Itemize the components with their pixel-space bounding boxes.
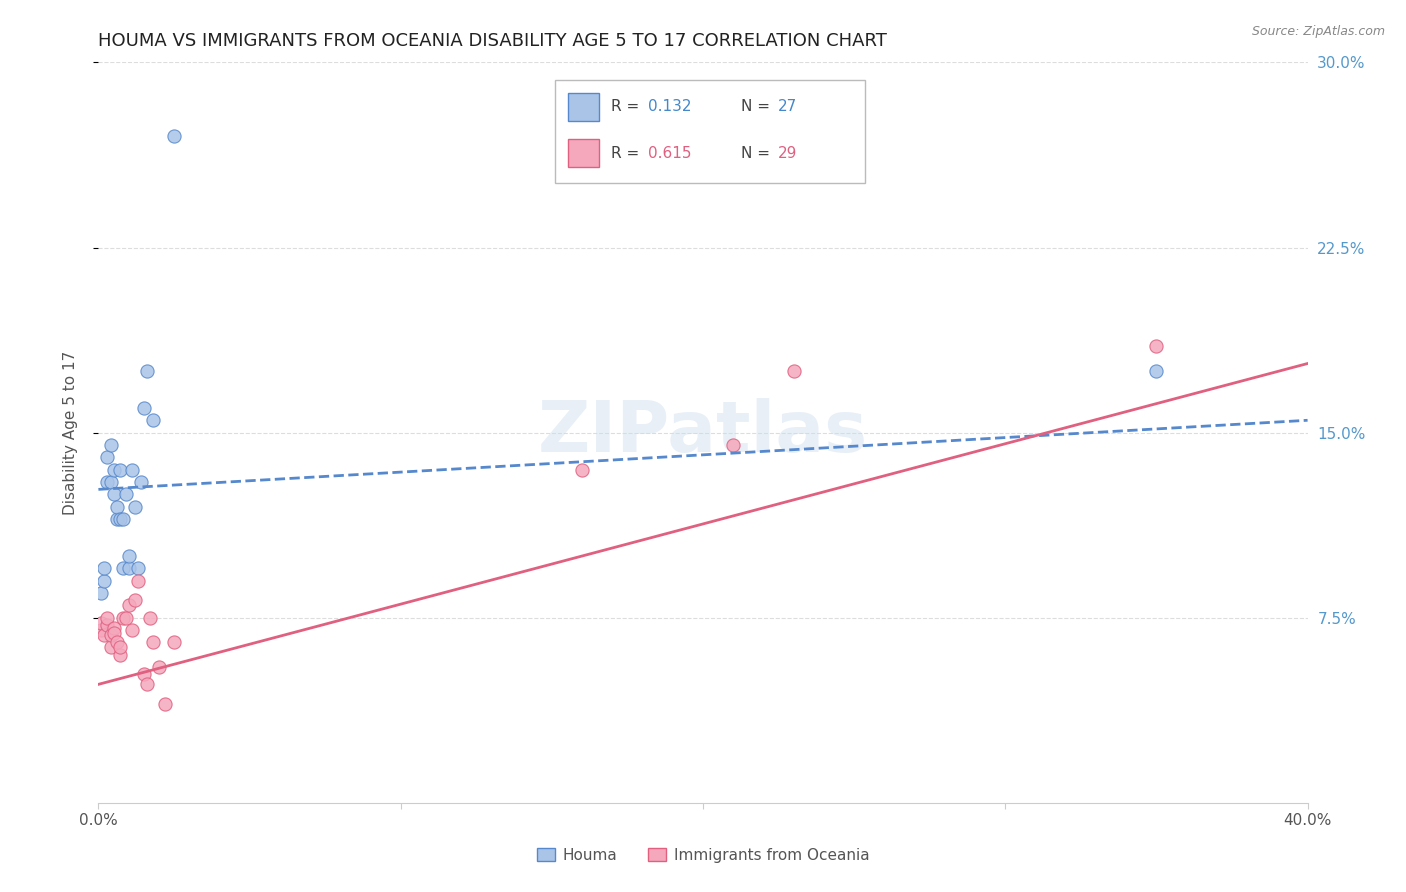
Point <box>105 635 128 649</box>
Point <box>139 610 162 624</box>
Point <box>114 487 136 501</box>
Point <box>100 628 122 642</box>
FancyBboxPatch shape <box>568 93 599 121</box>
Point <box>127 561 149 575</box>
Point <box>118 561 141 575</box>
Text: HOUMA VS IMMIGRANTS FROM OCEANIA DISABILITY AGE 5 TO 17 CORRELATION CHART: HOUMA VS IMMIGRANTS FROM OCEANIA DISABIL… <box>98 32 887 50</box>
Point <box>1144 339 1167 353</box>
Point <box>103 621 125 635</box>
Point <box>124 500 146 514</box>
Point <box>783 364 806 378</box>
Point <box>723 438 745 452</box>
Point <box>96 450 118 465</box>
Point <box>121 462 143 476</box>
Point <box>108 648 131 662</box>
Point <box>163 635 186 649</box>
Point <box>127 574 149 588</box>
Point <box>111 610 134 624</box>
Point <box>90 586 112 600</box>
FancyBboxPatch shape <box>568 139 599 168</box>
Point <box>108 512 131 526</box>
Text: 0.132: 0.132 <box>648 99 692 114</box>
Point <box>118 549 141 563</box>
Point <box>124 593 146 607</box>
Point <box>96 618 118 632</box>
Point <box>132 667 155 681</box>
Point <box>105 500 128 514</box>
Point <box>142 635 165 649</box>
Text: N =: N = <box>741 145 775 161</box>
Point <box>111 561 134 575</box>
Point <box>93 628 115 642</box>
Point <box>108 462 131 476</box>
Point <box>100 438 122 452</box>
Text: N =: N = <box>741 99 775 114</box>
Text: ZIPatlas: ZIPatlas <box>538 398 868 467</box>
Point <box>93 574 115 588</box>
Y-axis label: Disability Age 5 to 17: Disability Age 5 to 17 <box>63 351 77 515</box>
Point <box>121 623 143 637</box>
Point <box>103 487 125 501</box>
Text: Source: ZipAtlas.com: Source: ZipAtlas.com <box>1251 25 1385 38</box>
Point <box>93 561 115 575</box>
Text: 0.615: 0.615 <box>648 145 692 161</box>
Point <box>111 512 134 526</box>
Text: 27: 27 <box>778 99 797 114</box>
Point <box>118 599 141 613</box>
FancyBboxPatch shape <box>555 80 865 183</box>
Point <box>100 640 122 655</box>
Point <box>129 475 152 489</box>
Point <box>132 401 155 415</box>
Point <box>103 462 125 476</box>
Text: 29: 29 <box>778 145 797 161</box>
Text: R =: R = <box>612 99 644 114</box>
Point <box>114 610 136 624</box>
Legend: Houma, Immigrants from Oceania: Houma, Immigrants from Oceania <box>530 842 876 869</box>
Point <box>90 615 112 630</box>
Point <box>105 512 128 526</box>
Point <box>100 475 122 489</box>
Point <box>148 660 170 674</box>
Point <box>90 623 112 637</box>
Point <box>142 413 165 427</box>
Point <box>163 129 186 144</box>
Point <box>135 364 157 378</box>
Point <box>135 677 157 691</box>
Point <box>103 625 125 640</box>
Point <box>96 610 118 624</box>
Point <box>153 697 176 711</box>
Point <box>1144 364 1167 378</box>
Point <box>571 462 593 476</box>
Point <box>108 640 131 655</box>
Point <box>96 475 118 489</box>
Text: R =: R = <box>612 145 644 161</box>
